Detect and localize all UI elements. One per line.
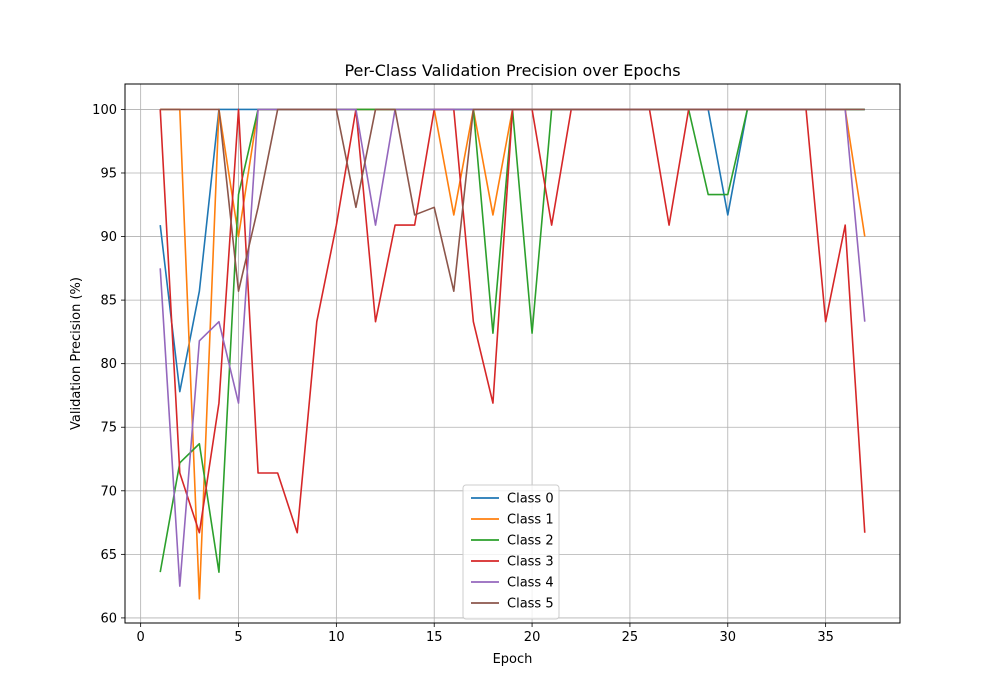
y-tick-label: 85 xyxy=(100,294,117,309)
y-tick-label: 70 xyxy=(100,484,117,499)
legend-label: Class 2 xyxy=(507,534,554,549)
x-axis-title: Epoch xyxy=(493,652,533,667)
x-tick-label: 25 xyxy=(622,630,639,645)
x-tick-label: 5 xyxy=(234,630,242,645)
legend: Class 0 Class 1 Class 2 Class 3 Class 4 Class… xyxy=(462,484,560,620)
y-tick-label: 80 xyxy=(100,357,117,372)
legend-label: Class 1 xyxy=(507,513,554,528)
legend-label: Class 3 xyxy=(507,555,554,570)
x-tick-label: 35 xyxy=(817,630,834,645)
series-line-class-5 xyxy=(160,108,865,293)
y-tick-label: 75 xyxy=(100,421,117,436)
x-tick-label: 30 xyxy=(720,630,737,645)
chart-title: Per-Class Validation Precision over Epoc… xyxy=(344,61,680,80)
y-tick-label: 100 xyxy=(92,103,117,118)
x-tick-label: 10 xyxy=(328,630,345,645)
series-lines xyxy=(159,108,866,600)
y-tick-label: 95 xyxy=(100,166,117,181)
y-tick-label: 65 xyxy=(100,548,117,563)
x-tick-label: 15 xyxy=(426,630,443,645)
legend-label: Class 4 xyxy=(507,576,554,591)
y-axis-ticks: 60 65 70 75 80 85 90 95 100 xyxy=(92,103,125,626)
legend-label: Class 0 xyxy=(507,492,554,507)
legend-label: Class 5 xyxy=(507,597,554,612)
y-tick-label: 90 xyxy=(100,230,117,245)
x-axis-ticks: 0 5 10 15 20 25 30 35 xyxy=(137,623,834,645)
plot-frame xyxy=(124,83,901,624)
y-axis-title: Validation Precision (%) xyxy=(69,277,84,430)
y-tick-label: 60 xyxy=(100,611,117,626)
x-tick-label: 20 xyxy=(524,630,541,645)
x-tick-label: 0 xyxy=(137,630,145,645)
